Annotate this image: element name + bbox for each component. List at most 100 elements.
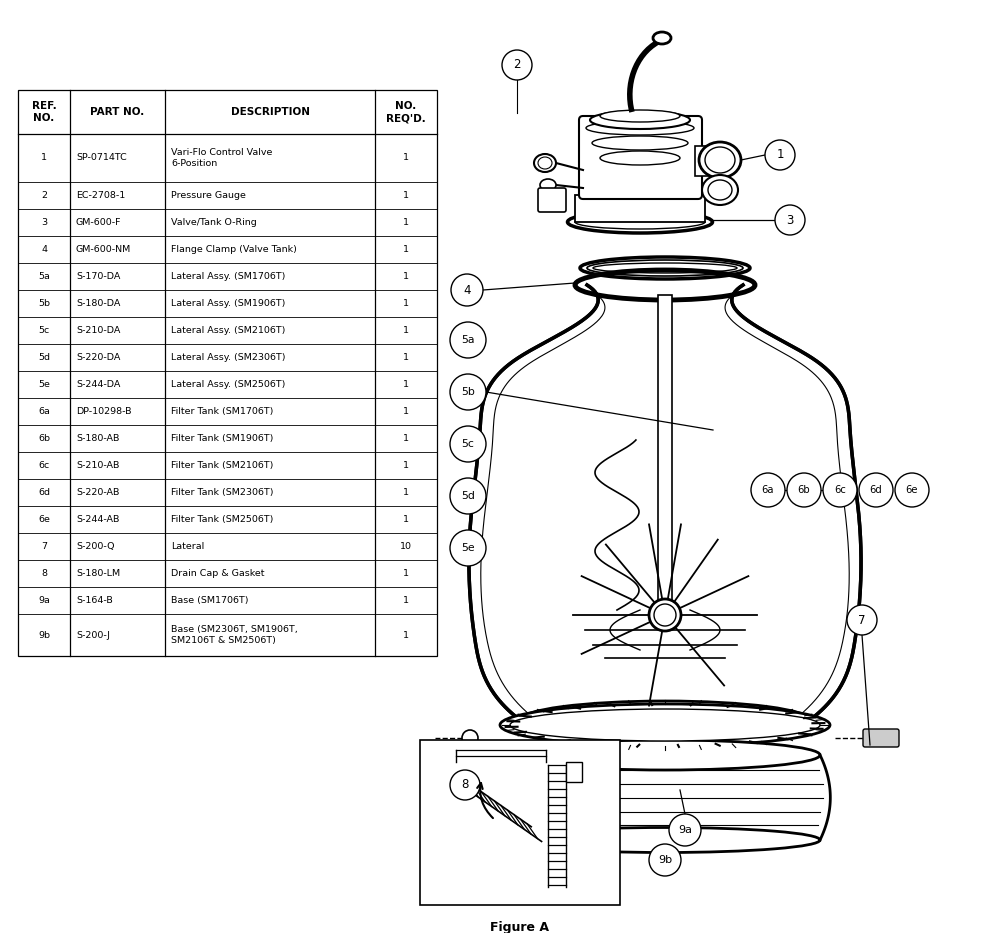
Ellipse shape: [587, 260, 743, 276]
Text: 1: 1: [403, 380, 409, 389]
Text: GM-600-NM: GM-600-NM: [76, 245, 131, 254]
Text: 5b: 5b: [38, 299, 50, 308]
Bar: [658, 295, 672, 610]
Text: 1: 1: [403, 353, 409, 362]
Text: 6b: 6b: [798, 485, 810, 495]
Bar: [420, 740, 620, 905]
Text: 1: 1: [403, 218, 409, 227]
Text: S-180-LM: S-180-LM: [76, 569, 120, 578]
Text: 1: 1: [403, 407, 409, 416]
Polygon shape: [469, 285, 861, 720]
Text: Lateral: Lateral: [171, 542, 204, 551]
Text: 6a: 6a: [762, 485, 774, 495]
Bar: [590, 155, 690, 178]
Text: 5a: 5a: [461, 335, 475, 345]
Text: 1: 1: [776, 148, 784, 161]
Text: DESCRIPTION: DESCRIPTION: [230, 107, 310, 117]
Text: REF.
NO.: REF. NO.: [32, 101, 56, 123]
Text: Filter Tank (SM2506T): Filter Tank (SM2506T): [171, 515, 273, 524]
Circle shape: [450, 426, 486, 462]
Text: 1: 1: [403, 245, 409, 254]
Text: Base (SM2306T, SM1906T,
SM2106T & SM2506T): Base (SM2306T, SM1906T, SM2106T & SM2506…: [171, 625, 298, 645]
Circle shape: [859, 473, 893, 507]
Text: 1: 1: [403, 461, 409, 470]
Text: 6c: 6c: [38, 461, 50, 470]
Circle shape: [669, 814, 701, 846]
Text: 5e: 5e: [38, 380, 50, 389]
Text: 6d: 6d: [38, 488, 50, 497]
Text: 5d: 5d: [38, 353, 50, 362]
Text: Filter Tank (SM2106T): Filter Tank (SM2106T): [171, 461, 273, 470]
Circle shape: [847, 605, 877, 635]
Text: 1: 1: [403, 326, 409, 335]
Text: 1: 1: [403, 488, 409, 497]
Ellipse shape: [530, 706, 800, 734]
Ellipse shape: [590, 111, 690, 129]
Ellipse shape: [702, 175, 738, 205]
Ellipse shape: [568, 211, 712, 233]
Text: S-210-AB: S-210-AB: [76, 461, 119, 470]
Text: 4: 4: [41, 245, 47, 254]
Text: SP-0714TC: SP-0714TC: [76, 154, 127, 162]
Circle shape: [450, 374, 486, 410]
Text: 5e: 5e: [461, 543, 475, 553]
Text: Pressure Gauge: Pressure Gauge: [171, 191, 246, 200]
Ellipse shape: [653, 32, 671, 44]
Text: 7: 7: [858, 614, 866, 626]
Text: S-180-DA: S-180-DA: [76, 299, 120, 308]
Bar: [575, 195, 705, 222]
Text: 9b: 9b: [38, 631, 50, 639]
Circle shape: [775, 205, 805, 235]
Ellipse shape: [510, 828, 820, 853]
Ellipse shape: [538, 157, 552, 169]
FancyBboxPatch shape: [863, 729, 899, 747]
Text: Flange Clamp (Valve Tank): Flange Clamp (Valve Tank): [171, 245, 297, 254]
Text: Filter Tank (SM1706T): Filter Tank (SM1706T): [171, 407, 273, 416]
Text: Figure A: Figure A: [490, 921, 550, 933]
FancyBboxPatch shape: [538, 188, 566, 212]
Text: 1: 1: [403, 596, 409, 605]
Text: Lateral Assy. (SM1706T): Lateral Assy. (SM1706T): [171, 272, 285, 281]
Ellipse shape: [540, 179, 556, 191]
Bar: [695, 146, 715, 176]
Text: NO.
REQ'D.: NO. REQ'D.: [386, 101, 426, 123]
Ellipse shape: [500, 704, 830, 746]
Text: S-220-AB: S-220-AB: [76, 488, 119, 497]
Circle shape: [451, 274, 483, 306]
Text: 2: 2: [513, 59, 521, 72]
Text: 5c: 5c: [462, 439, 474, 449]
Text: 8: 8: [41, 569, 47, 578]
Ellipse shape: [510, 709, 820, 741]
Text: Lateral Assy. (SM1906T): Lateral Assy. (SM1906T): [171, 299, 285, 308]
Circle shape: [895, 473, 929, 507]
Text: Lateral Assy. (SM2506T): Lateral Assy. (SM2506T): [171, 380, 285, 389]
Text: 9b: 9b: [658, 855, 672, 865]
Ellipse shape: [600, 110, 680, 122]
Text: S-200-J: S-200-J: [76, 631, 110, 639]
Circle shape: [649, 844, 681, 876]
Text: 6b: 6b: [38, 434, 50, 443]
Text: 1: 1: [403, 631, 409, 639]
Text: S-164-B: S-164-B: [76, 596, 113, 605]
Text: Filter Tank (SM1906T): Filter Tank (SM1906T): [171, 434, 273, 443]
Bar: [585, 175, 695, 198]
Text: 6e: 6e: [906, 485, 918, 495]
Text: 1: 1: [403, 569, 409, 578]
Text: Drain Cap & Gasket: Drain Cap & Gasket: [171, 569, 264, 578]
Text: 1: 1: [403, 299, 409, 308]
Ellipse shape: [592, 136, 688, 150]
Ellipse shape: [705, 147, 735, 173]
Ellipse shape: [593, 263, 737, 273]
Text: 7: 7: [41, 542, 47, 551]
Circle shape: [649, 599, 681, 631]
Circle shape: [450, 770, 480, 800]
Text: 5a: 5a: [38, 272, 50, 281]
Bar: [566, 762, 582, 782]
Bar: [18, 90, 437, 656]
Circle shape: [765, 140, 795, 170]
Text: 8: 8: [461, 778, 469, 791]
Text: S-244-DA: S-244-DA: [76, 380, 120, 389]
Circle shape: [654, 604, 676, 626]
Text: DP-10298-B: DP-10298-B: [76, 407, 132, 416]
Text: S-200-Q: S-200-Q: [76, 542, 114, 551]
